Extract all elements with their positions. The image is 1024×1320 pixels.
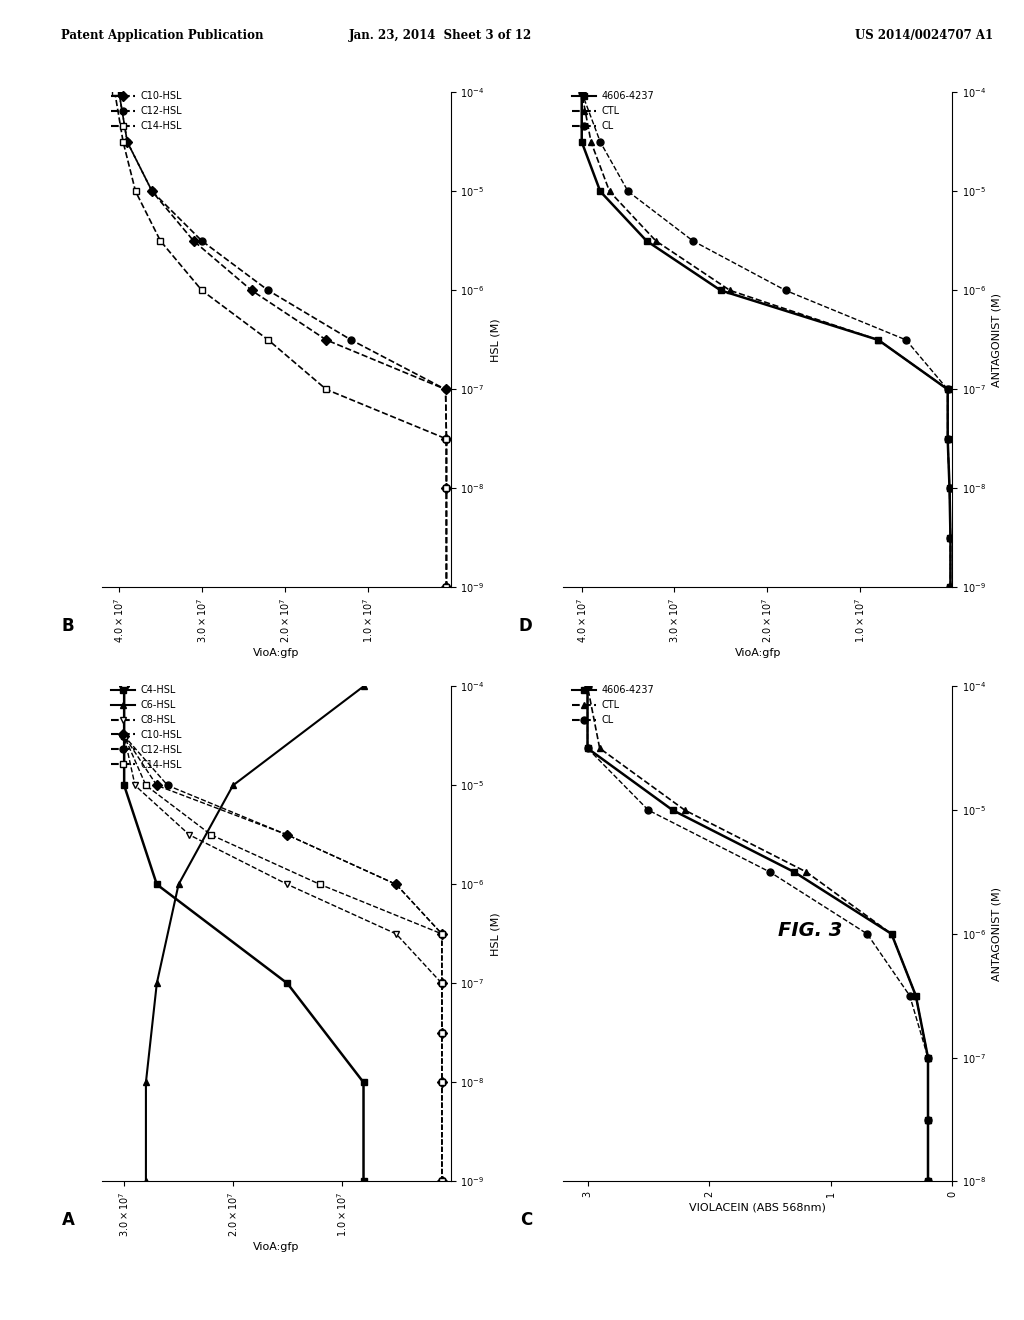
Text: B: B xyxy=(61,618,75,635)
Legend: 4606-4237, CTL, CL: 4606-4237, CTL, CL xyxy=(568,681,657,729)
Y-axis label: HSL (M): HSL (M) xyxy=(490,912,500,956)
Text: US 2014/0024707 A1: US 2014/0024707 A1 xyxy=(855,29,993,42)
Text: FIG. 3: FIG. 3 xyxy=(778,921,843,940)
Legend: C10-HSL, C12-HSL, C14-HSL: C10-HSL, C12-HSL, C14-HSL xyxy=(108,87,185,135)
Y-axis label: ANTAGONIST (M): ANTAGONIST (M) xyxy=(992,293,1001,387)
X-axis label: VIOLACEIN (ABS 568nm): VIOLACEIN (ABS 568nm) xyxy=(689,1203,826,1213)
Text: Jan. 23, 2014  Sheet 3 of 12: Jan. 23, 2014 Sheet 3 of 12 xyxy=(349,29,531,42)
Y-axis label: ANTAGONIST (M): ANTAGONIST (M) xyxy=(992,887,1001,981)
X-axis label: VioA:gfp: VioA:gfp xyxy=(734,648,781,659)
Legend: C4-HSL, C6-HSL, C8-HSL, C10-HSL, C12-HSL, C14-HSL: C4-HSL, C6-HSL, C8-HSL, C10-HSL, C12-HSL… xyxy=(108,681,185,774)
Y-axis label: HSL (M): HSL (M) xyxy=(490,318,500,362)
X-axis label: VioA:gfp: VioA:gfp xyxy=(253,1242,300,1253)
Text: C: C xyxy=(520,1212,532,1229)
Text: Patent Application Publication: Patent Application Publication xyxy=(61,29,264,42)
Text: D: D xyxy=(518,618,532,635)
X-axis label: VioA:gfp: VioA:gfp xyxy=(253,648,300,659)
Legend: 4606-4237, CTL, CL: 4606-4237, CTL, CL xyxy=(568,87,657,135)
Text: A: A xyxy=(61,1212,75,1229)
